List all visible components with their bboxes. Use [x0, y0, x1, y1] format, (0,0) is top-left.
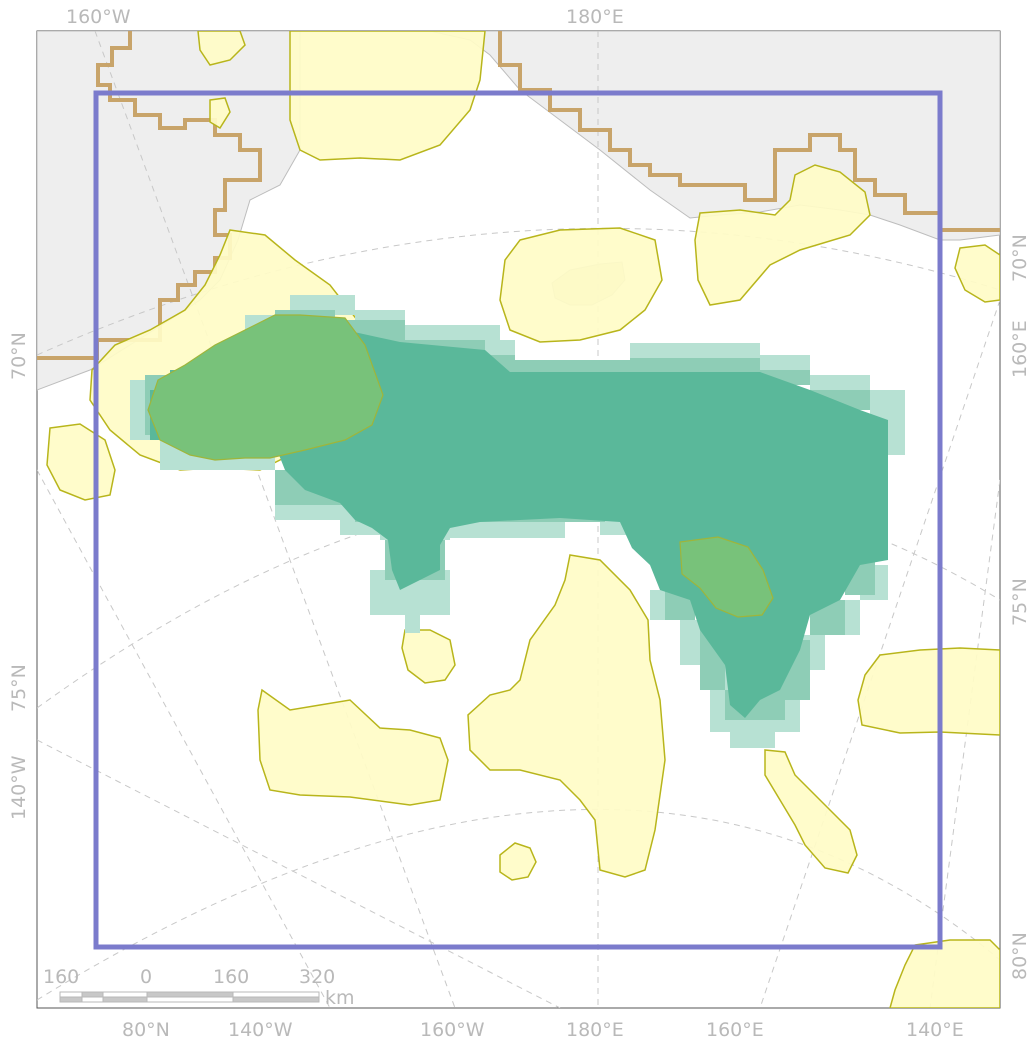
scale-tick-160-left: 160: [43, 966, 79, 988]
scale-bar: 160 0 160 320 km: [43, 966, 355, 1009]
graticule-label-bottom-160w: 160°W: [420, 1019, 485, 1041]
graticule-label-right-70n: 70°N: [1009, 234, 1031, 282]
graticule-label-left-70n: 70°N: [8, 332, 30, 380]
study-area-box: [93, 90, 943, 950]
graticule-label-top-160w: 160°W: [66, 6, 131, 28]
scale-tick-0: 0: [140, 966, 152, 988]
overlap-areas: [147, 314, 774, 618]
scale-tick-320: 320: [299, 966, 335, 988]
graticule-label-right-80n: 80°N: [1009, 932, 1031, 980]
graticule-label-bottom-160e: 160°E: [706, 1019, 764, 1041]
graticule-label-left-75n: 75°N: [8, 664, 30, 712]
graticule-label-bottom-80n: 80°N: [122, 1019, 170, 1041]
graticule-label-bottom-140e: 140°E: [906, 1019, 964, 1041]
eez-boundary-west: [37, 31, 262, 360]
graticule-label-left-140w: 140°W: [8, 755, 30, 820]
graticule-label-bottom-180e: 180°E: [566, 1019, 624, 1041]
graticule-label-right-160e: 160°E: [1009, 320, 1031, 378]
graticule-label-top-180e: 180°E: [566, 6, 624, 28]
eez-boundary-east: [498, 31, 1000, 232]
graticule-label-right-75n: 75°N: [1009, 578, 1031, 626]
scale-tick-160: 160: [213, 966, 249, 988]
scale-unit: km: [325, 987, 355, 1009]
graticule-label-bottom-140w: 140°W: [228, 1019, 293, 1041]
